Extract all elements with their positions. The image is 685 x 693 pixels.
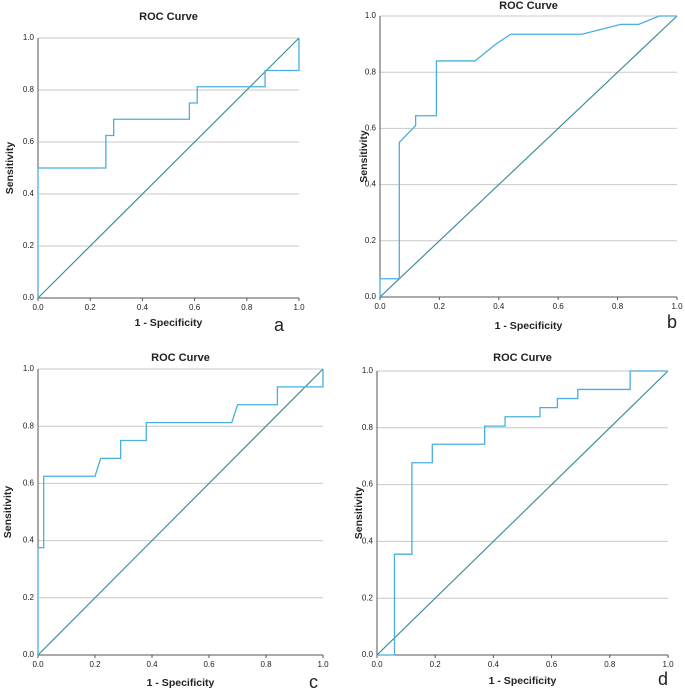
- x-tick-label: 0.4: [493, 302, 505, 311]
- x-tick-label: 0.6: [203, 660, 215, 669]
- y-tick-label: 0.2: [362, 593, 374, 602]
- y-tick-label: 0.8: [23, 421, 35, 430]
- y-tick-label: 0.6: [23, 137, 35, 146]
- x-tick-label: 0.0: [374, 302, 386, 311]
- x-tick-label: 0.2: [430, 660, 442, 669]
- y-tick-label: 0.0: [365, 292, 377, 301]
- y-tick-label: 0.8: [362, 423, 374, 432]
- x-tick-label: 0.8: [604, 660, 616, 669]
- x-axis-label: 1 - Specificity: [489, 675, 557, 687]
- x-tick-label: 0.4: [488, 660, 500, 669]
- roc-curve: [37, 369, 324, 655]
- x-tick-label: 0.0: [371, 660, 383, 669]
- roc-curve: [377, 370, 668, 656]
- x-tick-label: 0.8: [241, 303, 253, 312]
- y-tick-label: 0.2: [23, 241, 35, 250]
- y-tick-label: 0.2: [23, 593, 35, 602]
- x-tick-label: 1.0: [317, 660, 329, 669]
- y-tick-label: 0.6: [362, 480, 374, 489]
- y-tick-label: 0.4: [23, 189, 35, 198]
- reference-line: [37, 368, 324, 656]
- x-axis-label: 1 - Specificity: [495, 320, 563, 332]
- y-tick-label: 0.0: [23, 650, 35, 659]
- y-tick-label: 0.8: [23, 85, 35, 94]
- x-tick-label: 0.8: [260, 660, 272, 669]
- y-tick-label: 0.4: [23, 536, 35, 545]
- y-tick-label: 1.0: [23, 364, 35, 373]
- y-axis-label: Sensitivity: [4, 142, 16, 195]
- x-tick-label: 0.6: [553, 302, 565, 311]
- y-tick-label: 0.6: [365, 124, 377, 133]
- x-axis-label: 1 - Specificity: [135, 317, 203, 329]
- x-tick-label: 0.0: [32, 303, 44, 312]
- panel-label: b: [667, 312, 677, 332]
- y-tick-label: 1.0: [362, 366, 374, 375]
- y-tick-label: 0.4: [362, 537, 374, 546]
- x-tick-label: 0.2: [85, 303, 97, 312]
- y-tick-label: 0.0: [23, 293, 35, 302]
- chart-title: ROC Curve: [139, 11, 198, 23]
- roc-curve: [379, 15, 677, 297]
- x-axis-label: 1 - Specificity: [147, 677, 215, 689]
- reference-line: [376, 370, 669, 656]
- reference-line: [37, 37, 300, 299]
- x-tick-label: 0.2: [89, 660, 101, 669]
- roc-curve: [37, 38, 300, 298]
- y-tick-label: 0.0: [362, 650, 374, 659]
- reference-line: [379, 15, 678, 298]
- x-tick-label: 0.6: [189, 303, 201, 312]
- chart-title: ROC Curve: [151, 352, 210, 364]
- y-tick-label: 0.6: [23, 479, 35, 488]
- x-tick-label: 0.8: [612, 302, 624, 311]
- chart-title: ROC Curve: [493, 352, 552, 364]
- x-tick-label: 1.0: [671, 302, 683, 311]
- panel-label: c: [309, 672, 318, 692]
- x-tick-label: 0.0: [32, 660, 44, 669]
- y-axis-label: Sensitivity: [2, 486, 14, 539]
- y-tick-label: 0.8: [365, 67, 377, 76]
- y-tick-label: 0.4: [365, 180, 377, 189]
- x-tick-label: 1.0: [662, 660, 674, 669]
- panel-label: d: [658, 669, 668, 689]
- panel-label: a: [274, 315, 285, 335]
- y-axis-label: Sensitivity: [353, 487, 365, 540]
- x-tick-label: 1.0: [293, 303, 305, 312]
- y-tick-label: 1.0: [23, 33, 35, 42]
- x-tick-label: 0.2: [434, 302, 446, 311]
- y-axis-label: Sensitivity: [358, 130, 370, 183]
- x-tick-label: 0.4: [146, 660, 158, 669]
- chart-title: ROC Curve: [499, 0, 558, 12]
- y-tick-label: 0.2: [365, 236, 377, 245]
- x-tick-label: 0.6: [546, 660, 558, 669]
- y-tick-label: 1.0: [365, 11, 377, 20]
- x-tick-label: 0.4: [137, 303, 149, 312]
